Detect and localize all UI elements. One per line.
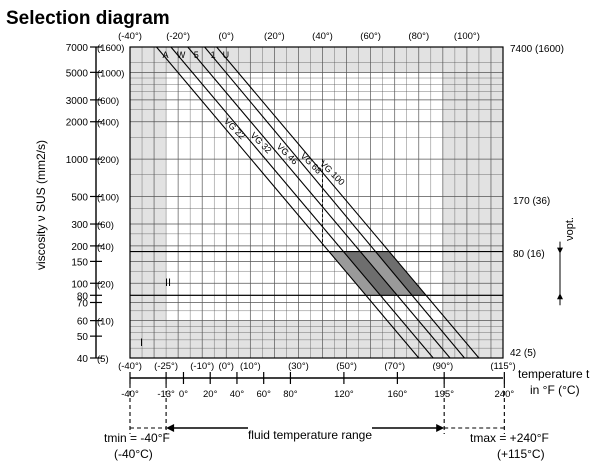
y-tick-mm-label: (60): [97, 220, 114, 231]
top-letter-u: U: [223, 50, 230, 60]
x-tick-f-label: 20°: [203, 389, 218, 400]
top-letter-a: A: [162, 50, 168, 60]
y-tick-mm-label: (1000): [97, 68, 124, 79]
bottom-c-tick-label: (70°): [384, 361, 405, 372]
range-arrow-left: [166, 424, 175, 432]
y-tick-sus-label: 200: [71, 242, 88, 253]
range-arrow-right: [436, 424, 445, 432]
top-tick-label: (0°): [219, 31, 234, 42]
region-bottom: [166, 320, 443, 358]
y-tick-sus-label: 70: [77, 298, 89, 309]
y-tick-mm-label: (5): [97, 354, 109, 365]
y-tick-sus-label: 3000: [66, 96, 89, 107]
x-axis-title-line1: temperature t: [518, 367, 590, 381]
y-tick-mm-label: (1600): [97, 43, 124, 54]
series-line-vg-32: [170, 46, 434, 359]
y-tick-mm-label: (100): [97, 192, 119, 203]
series-line-vg-46: [187, 46, 451, 359]
optimum-band: [130, 250, 503, 296]
y-tick-sus-label: 50: [77, 332, 89, 343]
bottom-c-tick-label: (90°): [432, 361, 453, 372]
y-tick-sus-label: 60: [77, 317, 89, 328]
x-axis-title-line2: in °F (°C): [530, 383, 580, 397]
region-top: [166, 47, 443, 73]
series-line-vg-22: [156, 46, 420, 359]
bottom-c-tick-label: (-10°): [190, 361, 214, 372]
y-tick-mm-label: (10): [97, 317, 114, 328]
top-tick-label: (40°): [312, 31, 333, 42]
top-letter-5: 5: [194, 50, 199, 60]
optimum-stripe: [329, 251, 381, 296]
tmin-celsius: (-40°C): [114, 447, 153, 461]
right-label-top: 7400 (1600): [510, 44, 564, 55]
y-tick-sus-label: 1000: [66, 155, 89, 166]
top-tick-label: (60°): [360, 31, 381, 42]
bottom-c-tick-label: (30°): [288, 361, 309, 372]
right-label-bottom: 42 (5): [510, 348, 536, 359]
x-tick-f-label: 80°: [283, 389, 298, 400]
fluid-range-label: fluid temperature range: [248, 428, 372, 442]
y-tick-sus-label: 300: [71, 220, 88, 231]
series-line-vg-68: [204, 46, 465, 359]
tmin-label: tmin = -40°F: [104, 431, 170, 445]
vopt-label: νopt.: [564, 217, 576, 241]
plot-frame: [129, 46, 504, 359]
bottom-c-tick-label: (50°): [336, 361, 357, 372]
y-tick-sus-label: 40: [77, 354, 89, 365]
top-tick-label: (20°): [264, 31, 285, 42]
x-tick-f-label: 40°: [230, 389, 245, 400]
top-letter-w: W: [177, 50, 186, 60]
bottom-c-tick-label: (115°): [490, 361, 515, 372]
x-tick-f-label: 60°: [257, 389, 272, 400]
region-label-1: I: [140, 337, 143, 349]
y-tick-sus-label: 7000: [66, 43, 89, 54]
y-tick-sus-label: 150: [71, 257, 88, 268]
top-tick-label: (-40°): [118, 31, 142, 42]
x-tick-f-label: 120°: [334, 389, 354, 400]
region-clear: [166, 72, 203, 197]
top-tick-label: (80°): [408, 31, 429, 42]
bottom-c-tick-label: (10°): [240, 361, 261, 372]
bottom-c-tick-label: (-25°): [154, 361, 178, 372]
top-letter-1: 1: [211, 50, 216, 60]
series-line-vg-100: [216, 46, 480, 359]
x-tick-f-label: 160°: [388, 389, 408, 400]
chart-title: Selection diagram: [6, 8, 170, 29]
vopt-arrow-bottom: [557, 293, 563, 300]
region-label-2: II: [165, 277, 171, 289]
y-tick-sus-label: 2000: [66, 118, 89, 129]
top-tick-label: (100°): [454, 31, 480, 42]
y-axis-label: viscosity ν SUS (mm2/s): [34, 140, 48, 270]
background-regions: [130, 47, 503, 358]
y-tick-sus-label: 500: [71, 192, 88, 203]
y-tick-mm-label: (600): [97, 96, 119, 107]
y-tick-mm-label: (200): [97, 155, 119, 166]
vopt-arrow-top: [557, 247, 563, 254]
y-tick-mm-label: (40): [97, 242, 114, 253]
y-tick-sus-label: 80: [77, 291, 89, 302]
bottom-c-tick-label: (-40°): [118, 361, 142, 372]
y-tick-mm-label: (20): [97, 279, 114, 290]
tmax-celsius: (+115°C): [497, 447, 545, 461]
x-tick-f-label: 0°: [179, 389, 188, 400]
y-tick-mm-label: (400): [97, 118, 119, 129]
right-label-opt-high: 170 (36): [513, 196, 550, 207]
region-right: [442, 47, 503, 358]
y-tick-sus-label: 5000: [66, 68, 89, 79]
annotations: [129, 159, 563, 434]
y-tick-sus-label: 100: [71, 279, 88, 290]
right-label-opt-low: 80 (16): [513, 249, 545, 260]
plot-border: [129, 46, 504, 359]
bottom-c-tick-label: (0°): [219, 361, 234, 372]
tmax-label: tmax = +240°F: [470, 431, 549, 445]
optimum-stripe: [360, 251, 413, 296]
region-left: [130, 47, 167, 358]
top-tick-label: (-20°): [166, 31, 190, 42]
